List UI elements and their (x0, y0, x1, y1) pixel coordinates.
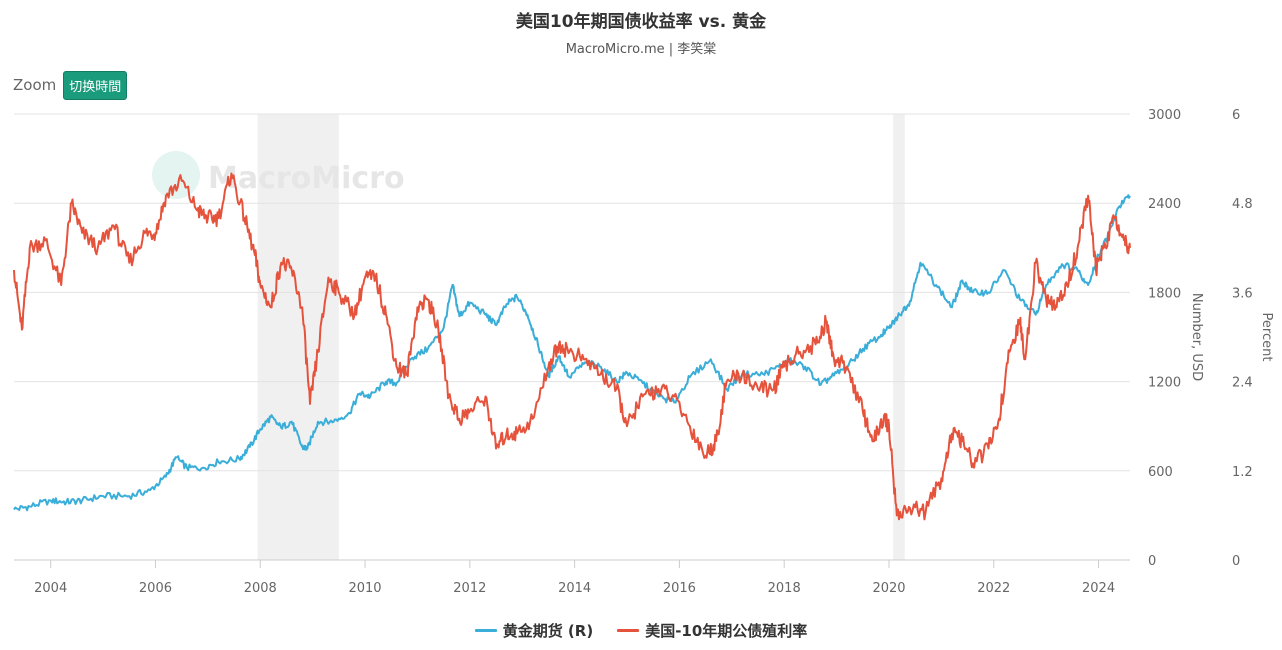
x-tick-label: 2016 (663, 581, 696, 596)
legend-item-yield[interactable]: 美国-10年期公债殖利率 (617, 620, 807, 641)
chart-title: 美国10年期国债收益率 vs. 黄金 (515, 12, 767, 32)
y-tick-usd: 1800 (1148, 286, 1181, 301)
recession-band (257, 114, 339, 560)
y-axis-title-usd: Number, USD (1189, 293, 1204, 381)
watermark-text: MacroMicro (208, 161, 405, 196)
watermark-logo-icon (152, 151, 200, 199)
series-line-gold (13, 194, 1131, 512)
legend: 黄金期货 (R) 美国-10年期公债殖利率 (0, 620, 1282, 641)
chart-subtitle: MacroMicro.me | 李笑棠 (565, 42, 717, 57)
x-tick-label: 2006 (139, 581, 172, 596)
y-tick-pct: 0 (1232, 554, 1240, 569)
y-axis-title-pct: Percent (1259, 313, 1274, 362)
y-tick-pct: 2.4 (1232, 376, 1253, 391)
x-tick-label: 2008 (244, 581, 277, 596)
x-tick-label: 2024 (1082, 581, 1115, 596)
x-tick-label: 2012 (453, 581, 486, 596)
legend-item-gold[interactable]: 黄金期货 (R) (474, 620, 594, 641)
zoom-label: Zoom (13, 76, 57, 94)
switch-time-button[interactable]: 切换時間 (63, 70, 128, 100)
x-tick-label: 2004 (34, 581, 67, 596)
y-tick-usd: 3000 (1148, 108, 1181, 123)
zoom-control: Zoom 切换時間 (13, 70, 128, 100)
y-tick-pct: 4.8 (1232, 197, 1253, 212)
y-tick-pct: 6 (1232, 108, 1240, 123)
x-tick-label: 2010 (348, 581, 381, 596)
x-tick-label: 2018 (768, 581, 801, 596)
y-tick-usd: 0 (1148, 554, 1156, 569)
x-tick-label: 2014 (558, 581, 591, 596)
y-tick-usd: 2400 (1148, 197, 1181, 212)
legend-label-yield: 美国-10年期公债殖利率 (645, 622, 808, 640)
legend-swatch-gold (474, 629, 497, 632)
y-tick-pct: 3.6 (1232, 286, 1253, 301)
y-tick-usd: 1200 (1148, 376, 1181, 391)
series-line-yield (13, 172, 1131, 521)
x-tick-label: 2022 (977, 581, 1010, 596)
y-tick-usd: 600 (1148, 465, 1173, 480)
recession-band (893, 114, 905, 560)
y-tick-pct: 1.2 (1232, 465, 1253, 480)
legend-label-gold: 黄金期货 (R) (502, 622, 594, 640)
x-tick-label: 2020 (872, 581, 905, 596)
legend-swatch-yield (617, 629, 640, 632)
